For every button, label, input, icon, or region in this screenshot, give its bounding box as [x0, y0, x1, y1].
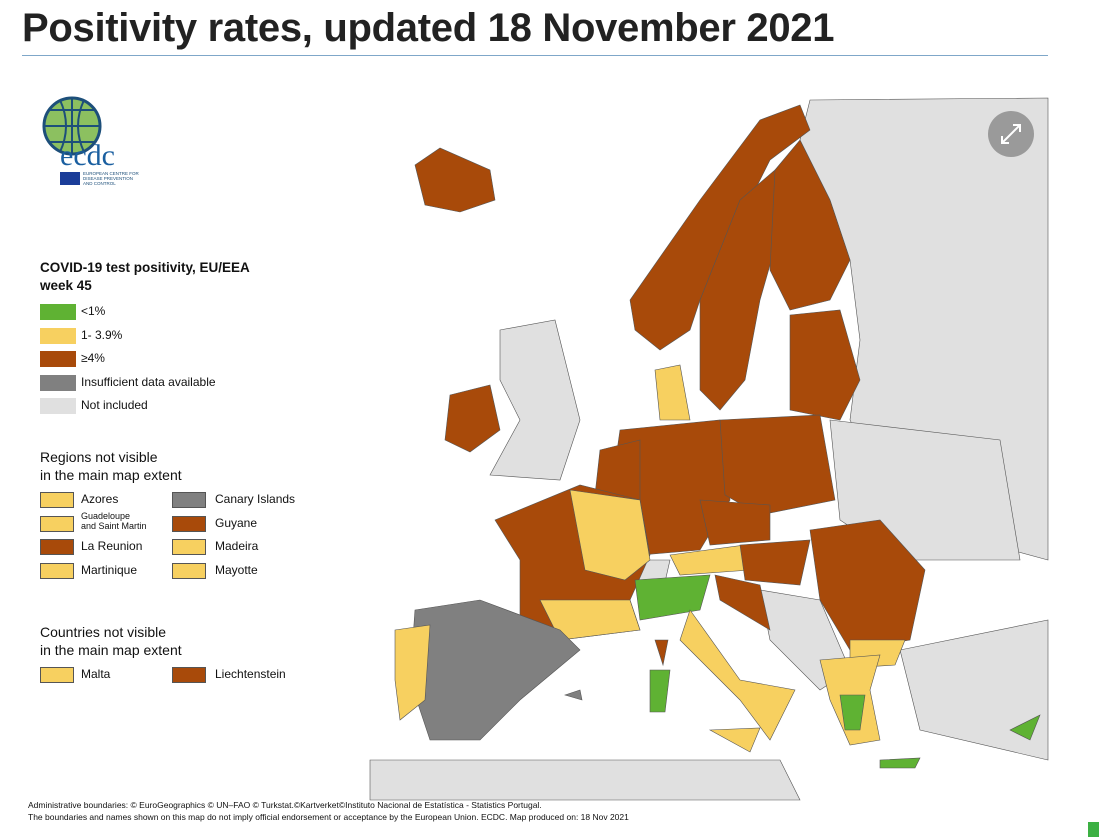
land	[654, 364, 691, 421]
land	[879, 757, 921, 769]
name: La Reunion	[81, 539, 143, 553]
name: Mayotte	[215, 562, 258, 577]
land	[414, 147, 496, 213]
land	[654, 639, 669, 667]
land	[769, 139, 851, 311]
land	[899, 619, 1049, 761]
name: Canary Islands	[215, 492, 296, 506]
land	[569, 489, 651, 581]
land	[539, 599, 641, 641]
page-title: Positivity rates, updated 18 November 20…	[22, 6, 835, 50]
logo-name: ecdc	[60, 139, 115, 172]
legend-swatch	[40, 398, 76, 414]
map-shapes	[369, 97, 1049, 801]
name: Guyane	[215, 515, 258, 530]
legend-label: 1- 3.9%	[81, 327, 123, 342]
land	[839, 694, 866, 731]
expand-button[interactable]	[988, 111, 1034, 157]
legend-title: week 45	[40, 278, 92, 293]
land	[369, 759, 801, 801]
land	[634, 574, 711, 621]
land	[719, 414, 836, 516]
legend-label: ≥4%	[81, 351, 105, 365]
legend-swatch	[40, 304, 76, 320]
footer-line: The boundaries and names shown on this m…	[28, 812, 629, 822]
logo-subtitle: EUROPEAN CENTRE FOR DISEASE PREVENTION AND…	[83, 171, 139, 186]
land	[444, 384, 501, 453]
logo: ecdc	[42, 96, 115, 185]
regions-title: Regions not visible	[40, 449, 158, 465]
land	[699, 169, 781, 411]
swatch	[40, 667, 74, 683]
swatch	[40, 515, 74, 532]
swatch	[172, 515, 206, 532]
land	[739, 539, 811, 586]
title-rule	[22, 55, 1048, 56]
swatch	[40, 562, 74, 579]
land	[809, 519, 926, 651]
swatch	[40, 539, 74, 555]
legend-label: <1%	[81, 304, 106, 318]
land	[789, 309, 861, 421]
name: and Saint Martin	[81, 520, 147, 531]
name: Liechtenstein	[215, 667, 286, 681]
land	[649, 669, 671, 713]
swatch	[172, 539, 206, 555]
legend-title: COVID-19 test positivity, EU/EEA	[40, 260, 250, 275]
land	[394, 624, 431, 721]
swatch	[172, 667, 206, 683]
name: Azores	[81, 492, 119, 506]
land	[699, 499, 771, 546]
name: Guadeloupe	[81, 510, 131, 521]
land	[1009, 714, 1041, 741]
name: Martinique	[81, 562, 138, 577]
land	[708, 727, 761, 753]
land	[679, 609, 796, 741]
countries-title: Countries not visible	[40, 624, 167, 640]
logo-subtitle-line: AND CONTROL	[83, 181, 116, 186]
land	[563, 689, 583, 701]
corner-mark	[1088, 822, 1099, 837]
logo-subtitle-line: DISEASE PREVENTION	[83, 176, 134, 181]
swatch	[40, 492, 74, 508]
swatch	[172, 492, 206, 508]
swatch	[172, 562, 206, 579]
legend-swatch	[40, 327, 76, 344]
name: Madeira	[215, 539, 259, 553]
footer-line: Administrative boundaries: © EuroGeograp…	[28, 800, 542, 810]
logo-grid	[44, 98, 100, 154]
countries-title: in the main map extent	[40, 642, 182, 658]
expand-icon[interactable]	[1001, 124, 1021, 144]
legend-swatch	[40, 374, 76, 391]
regions-title: in the main map extent	[40, 467, 182, 483]
logo-subtitle-line: EUROPEAN CENTRE FOR	[83, 171, 139, 176]
land	[714, 574, 771, 631]
legend-label: Insufficient data available	[81, 374, 216, 389]
eu-flag	[60, 172, 80, 185]
land	[489, 319, 581, 481]
legend-swatch	[40, 351, 76, 367]
legend-label: Not included	[81, 398, 148, 412]
name: Malta	[81, 667, 111, 681]
